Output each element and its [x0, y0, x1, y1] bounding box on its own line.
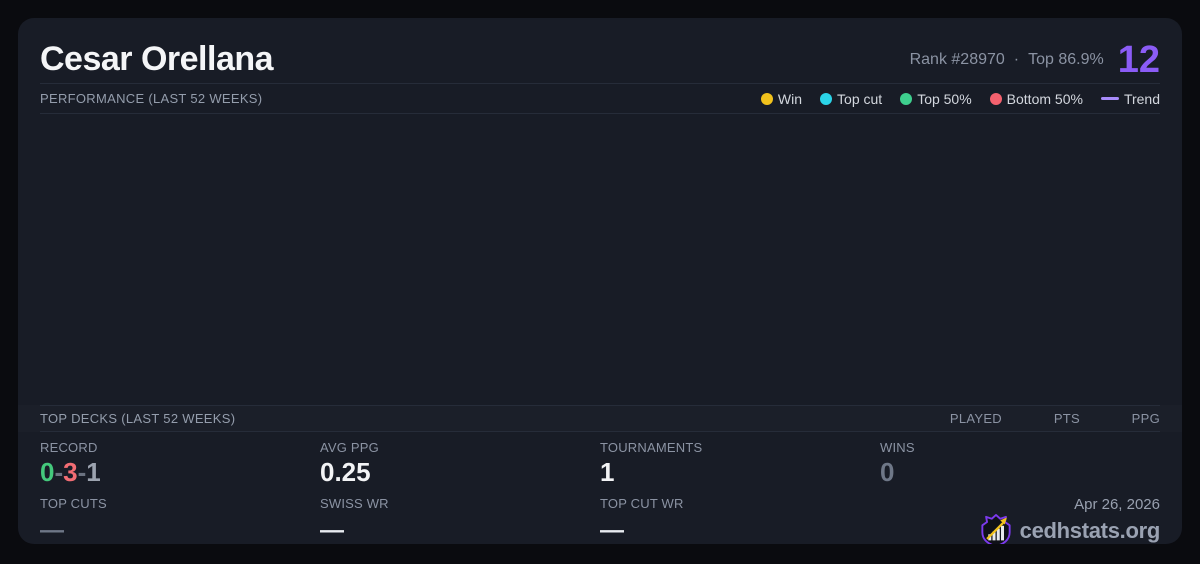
- stat-swiss-wr-label: SWISS WR: [320, 496, 389, 511]
- top-decks-section: TOP DECKS (LAST 52 WEEKS) PLAYED PTS PPG: [18, 405, 1182, 432]
- stat-avg-ppg: AVG PPG 0.25: [320, 440, 600, 496]
- stat-record-value: 0-3-1: [40, 459, 320, 485]
- footer-brand-cell: Apr 26, 2026 cedhstats.org: [880, 496, 1160, 544]
- legend-label: Trend: [1123, 90, 1160, 107]
- top-decks-header-row: TOP DECKS (LAST 52 WEEKS) PLAYED PTS PPG: [40, 405, 1160, 432]
- player-name: Cesar Orellana: [40, 40, 274, 78]
- bottom-50--dot-icon: [989, 92, 1002, 105]
- rank-line: Rank #28970 · Top 86.9%: [910, 51, 1104, 69]
- stat-wins-value: 0: [880, 457, 895, 487]
- legend-label: Bottom 50%: [1006, 90, 1083, 107]
- legend-label: Win: [777, 90, 803, 107]
- record-losses: 3: [63, 457, 78, 487]
- cedhstats-logo-icon: [981, 514, 1011, 544]
- top-percent: Top 86.9%: [1028, 50, 1104, 68]
- stat-top-cuts-value: —: [40, 517, 64, 544]
- top-50--dot-icon: [900, 92, 913, 105]
- stat-avg-ppg-label: AVG PPG: [320, 440, 379, 455]
- stat-record: RECORD 0-3-1: [40, 440, 320, 496]
- stat-top-cut-wr: TOP CUT WR —: [600, 496, 880, 544]
- date-label: Apr 26, 2026: [1074, 496, 1160, 513]
- legend-item-trend: Trend: [1100, 90, 1160, 107]
- dot-separator: ·: [1013, 50, 1020, 68]
- record-separator: -: [54, 457, 64, 487]
- stat-top-cut-wr-label: TOP CUT WR: [600, 496, 684, 511]
- stat-swiss-wr: SWISS WR —: [320, 496, 600, 544]
- player-stats-card: Cesar Orellana Rank #28970 · Top 86.9% 1…: [18, 18, 1182, 544]
- rank-summary: Rank #28970 · Top 86.9% 12: [910, 38, 1160, 81]
- brand-lockup[interactable]: cedhstats.org: [980, 513, 1160, 544]
- legend-item-bottom-50-: Bottom 50%: [989, 90, 1083, 107]
- performance-legend: Win Top cut Top 50% Bottom 50% Trend: [760, 90, 1160, 107]
- legend-item-win: Win: [760, 90, 803, 107]
- top-decks-section-title: TOP DECKS (LAST 52 WEEKS): [40, 411, 236, 426]
- player-score: 12: [1117, 38, 1160, 81]
- performance-chart-area: [18, 114, 1182, 405]
- stat-record-label: RECORD: [40, 440, 98, 455]
- column-header-pts: PTS: [1053, 411, 1080, 426]
- legend-label: Top cut: [837, 90, 883, 107]
- column-header-ppg: PPG: [1131, 411, 1160, 426]
- stat-tournaments-label: TOURNAMENTS: [600, 440, 703, 455]
- column-header-played: PLAYED: [949, 411, 1002, 426]
- performance-section-title: PERFORMANCE (LAST 52 WEEKS): [40, 91, 263, 106]
- stat-swiss-wr-value: —: [320, 517, 344, 544]
- stat-avg-ppg-value: 0.25: [320, 457, 371, 487]
- record-separator: -: [77, 457, 87, 487]
- stat-tournaments: TOURNAMENTS 1: [600, 440, 880, 496]
- trend-line-swatch: [1100, 97, 1119, 100]
- rank-value: Rank #28970: [909, 50, 1005, 68]
- record-draws: 1: [86, 457, 101, 487]
- stat-top-cuts-label: TOP CUTS: [40, 496, 107, 511]
- stat-tournaments-value: 1: [600, 457, 615, 487]
- legend-item-top-50-: Top 50%: [900, 90, 972, 107]
- stat-wins: WINS 0: [880, 440, 1160, 496]
- legend-item-top-cut: Top cut: [820, 91, 882, 107]
- stat-top-cuts: TOP CUTS —: [40, 496, 320, 544]
- win-dot-icon: [760, 92, 773, 105]
- top-cut-dot-icon: [820, 92, 833, 105]
- card-header: Cesar Orellana Rank #28970 · Top 86.9% 1…: [40, 18, 1160, 84]
- stat-wins-label: WINS: [880, 440, 915, 455]
- top-decks-columns: PLAYED PTS PPG: [910, 411, 1160, 426]
- legend-label: Top 50%: [917, 90, 972, 107]
- stats-grid: RECORD 0-3-1 AVG PPG 0.25 TOURNAMENTS 1 …: [40, 432, 1160, 544]
- brand-name: cedhstats.org: [1019, 517, 1161, 543]
- performance-header-row: PERFORMANCE (LAST 52 WEEKS) Win Top cut To…: [40, 84, 1160, 114]
- stat-top-cut-wr-value: —: [600, 517, 624, 544]
- record-wins: 0: [40, 457, 55, 487]
